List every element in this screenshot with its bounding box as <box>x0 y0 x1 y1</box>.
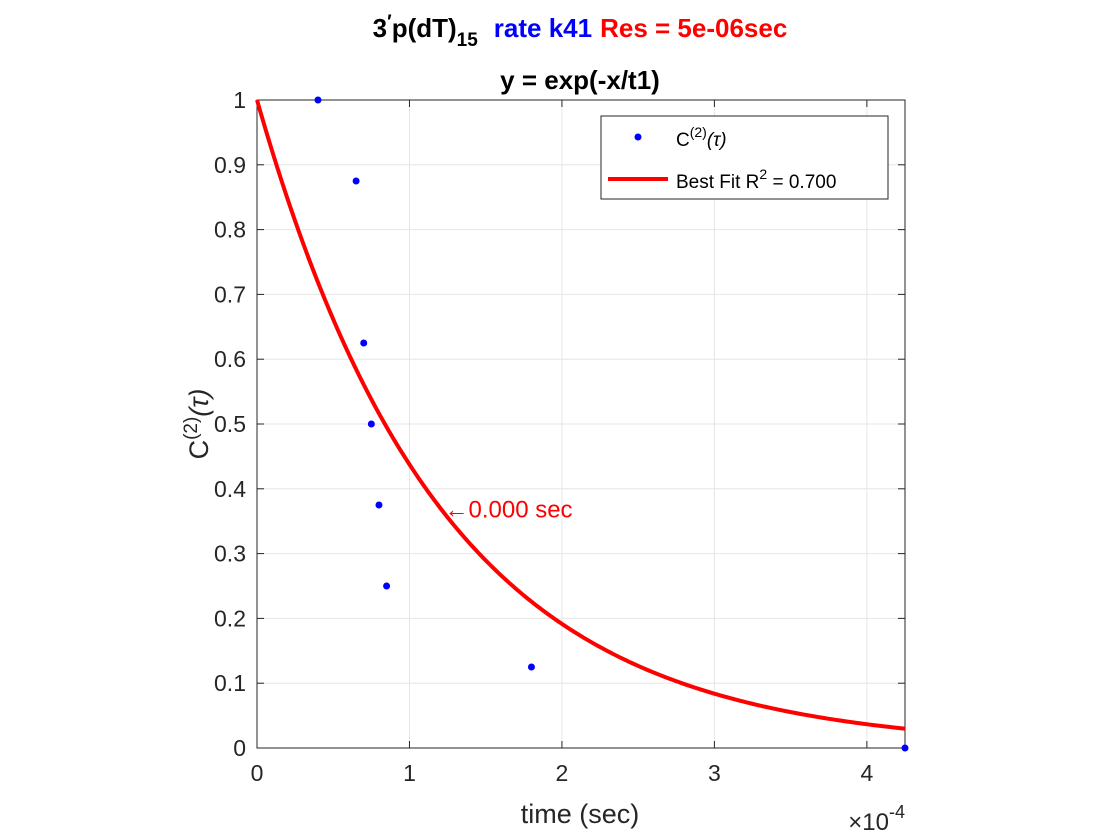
y-tick-label: 0.8 <box>214 217 246 243</box>
annotation-text: ←0.000 sec <box>444 497 572 524</box>
title-part1-prime: ′ <box>387 12 392 33</box>
x-tick-labels: 0 1 2 3 4 <box>251 760 874 786</box>
y-tick-label: 0 <box>233 735 246 761</box>
x-exponent-prefix: ×10 <box>848 809 889 836</box>
y-axis-label: C(2)(τ) <box>181 389 214 460</box>
legend-fit-tail: = 0.700 <box>767 172 836 193</box>
grid <box>257 100 905 748</box>
title-part1-sub: 15 <box>457 30 479 51</box>
data-point <box>314 96 322 104</box>
data-points <box>314 96 909 752</box>
data-point <box>527 663 535 671</box>
data-point <box>352 177 360 185</box>
legend-marker-points <box>634 133 642 141</box>
y-tick-label: 0.9 <box>214 152 246 178</box>
y-label-sup: (2) <box>181 417 202 440</box>
data-point <box>375 501 383 509</box>
legend-label-points: C(2)(τ) <box>676 124 727 151</box>
chart-title: 3′p(dT)15 rate k41 Res = 5e-06sec <box>373 12 788 51</box>
x-exponent-power: -4 <box>889 802 905 822</box>
y-label-base: C <box>184 440 214 460</box>
data-point <box>383 582 391 590</box>
legend-points-sup: (2) <box>690 124 707 140</box>
y-tick-label: 0.7 <box>214 281 246 307</box>
x-tick-label: 0 <box>251 760 264 786</box>
y-tick-label: 0.1 <box>214 670 246 696</box>
data-point <box>360 339 368 347</box>
y-tick-label: 0.4 <box>214 476 246 502</box>
title-part3: Res = 5e-06sec <box>600 13 787 43</box>
x-exponent: ×10-4 <box>848 802 905 836</box>
y-tick-label: 0.6 <box>214 346 246 372</box>
y-tick-label: 0.5 <box>214 411 246 437</box>
legend-box <box>600 115 889 200</box>
data-point <box>901 744 909 752</box>
legend-label-fit: Best Fit R2 = 0.700 <box>676 166 836 193</box>
legend-points-base: C <box>676 130 690 151</box>
x-axis-label: time (sec) <box>521 799 640 829</box>
title-part2: rate k41 <box>494 13 592 43</box>
legend: C(2)(τ) Best Fit R2 = 0.700 <box>600 115 889 200</box>
chart-subtitle: y = exp(-x/t1) <box>500 65 660 95</box>
y-tick-labels: 0 0.1 0.2 0.3 0.4 0.5 0.6 0.7 0.8 0.9 1 <box>214 87 246 761</box>
y-tick-label: 0.2 <box>214 605 246 631</box>
title-part1-base: 3 <box>373 13 387 43</box>
y-label-arg: (τ) <box>184 389 214 417</box>
x-tick-label: 1 <box>403 760 416 786</box>
data-point <box>367 420 375 428</box>
y-tick-label: 1 <box>233 87 246 113</box>
x-tick-label: 4 <box>860 760 873 786</box>
title-part1-mid: p(dT) <box>392 13 457 43</box>
x-tick-label: 3 <box>708 760 721 786</box>
x-tick-label: 2 <box>556 760 569 786</box>
legend-points-arg: (τ) <box>707 130 727 151</box>
y-tick-label: 0.3 <box>214 541 246 567</box>
legend-fit-sup: 2 <box>759 166 767 182</box>
legend-fit-base: Best Fit R <box>676 172 759 193</box>
fit-curve <box>255 99 906 731</box>
